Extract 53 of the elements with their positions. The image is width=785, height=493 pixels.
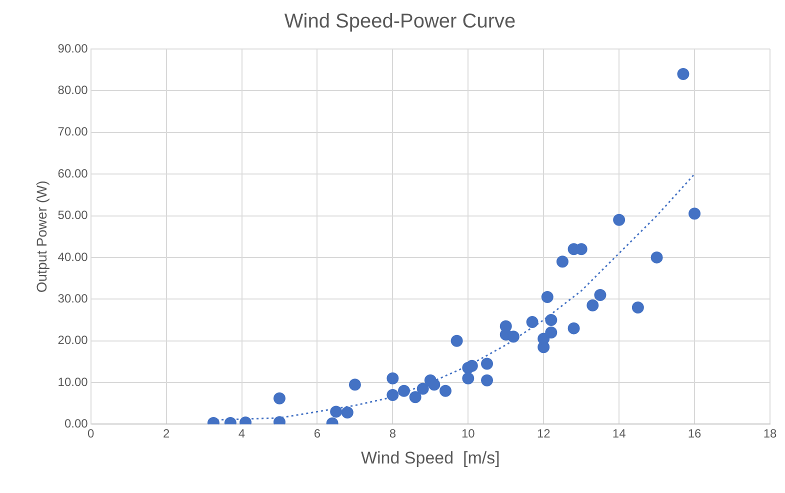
- y-tick-label: 70.00: [58, 124, 88, 139]
- point: [586, 299, 599, 312]
- x-tick-label: 18: [763, 426, 777, 441]
- x-tick-label: 0: [87, 426, 94, 441]
- x-tick-label: 6: [314, 426, 321, 441]
- y-tick-label: 10.00: [58, 374, 88, 389]
- point: [526, 316, 538, 328]
- x-tick-label: 8: [389, 426, 396, 441]
- point: [481, 374, 494, 386]
- y-tick-label: 40.00: [58, 250, 88, 264]
- point: [568, 322, 580, 334]
- point: [398, 384, 410, 397]
- y-tick-label: 50.00: [58, 208, 88, 222]
- y-tick-label: 20.00: [58, 333, 88, 348]
- point: [545, 326, 558, 338]
- point: [613, 214, 626, 226]
- point: [556, 256, 568, 268]
- point: [481, 358, 494, 370]
- point: [428, 378, 440, 391]
- point: [677, 68, 690, 80]
- y-tick-label: 80.00: [58, 83, 88, 97]
- point: [545, 314, 558, 326]
- point: [594, 288, 606, 301]
- y-tick-label: 90.00: [58, 41, 88, 56]
- x-tick-label: 16: [688, 426, 702, 441]
- point: [273, 392, 286, 404]
- point: [386, 372, 399, 384]
- point: [466, 360, 478, 372]
- point: [330, 406, 342, 418]
- point: [450, 334, 463, 347]
- point: [462, 372, 474, 384]
- chart-title: Wind Speed-Power Curve: [284, 10, 516, 33]
- point: [688, 208, 701, 220]
- x-tick-label: 2: [162, 426, 170, 441]
- point: [541, 291, 554, 304]
- y-axis-title: Output Power (W): [33, 180, 50, 293]
- point: [440, 384, 452, 397]
- point: [632, 301, 644, 314]
- y-tick-label: 60.00: [58, 166, 88, 180]
- y-tick-label: 0.00: [64, 416, 88, 431]
- point: [416, 382, 429, 395]
- y-tick-label: 30.00: [58, 291, 88, 306]
- point: [650, 251, 663, 264]
- point: [409, 391, 422, 404]
- x-tick-label: 14: [612, 426, 626, 441]
- x-tick-label: 4: [238, 426, 246, 441]
- x-axis-title: Wind Speed [m/s]: [360, 448, 500, 468]
- point: [341, 406, 354, 419]
- point: [507, 330, 520, 343]
- x-tick-label: 12: [536, 426, 551, 441]
- x-tick-label: 10: [461, 426, 476, 441]
- point: [386, 389, 399, 402]
- point: [348, 378, 361, 391]
